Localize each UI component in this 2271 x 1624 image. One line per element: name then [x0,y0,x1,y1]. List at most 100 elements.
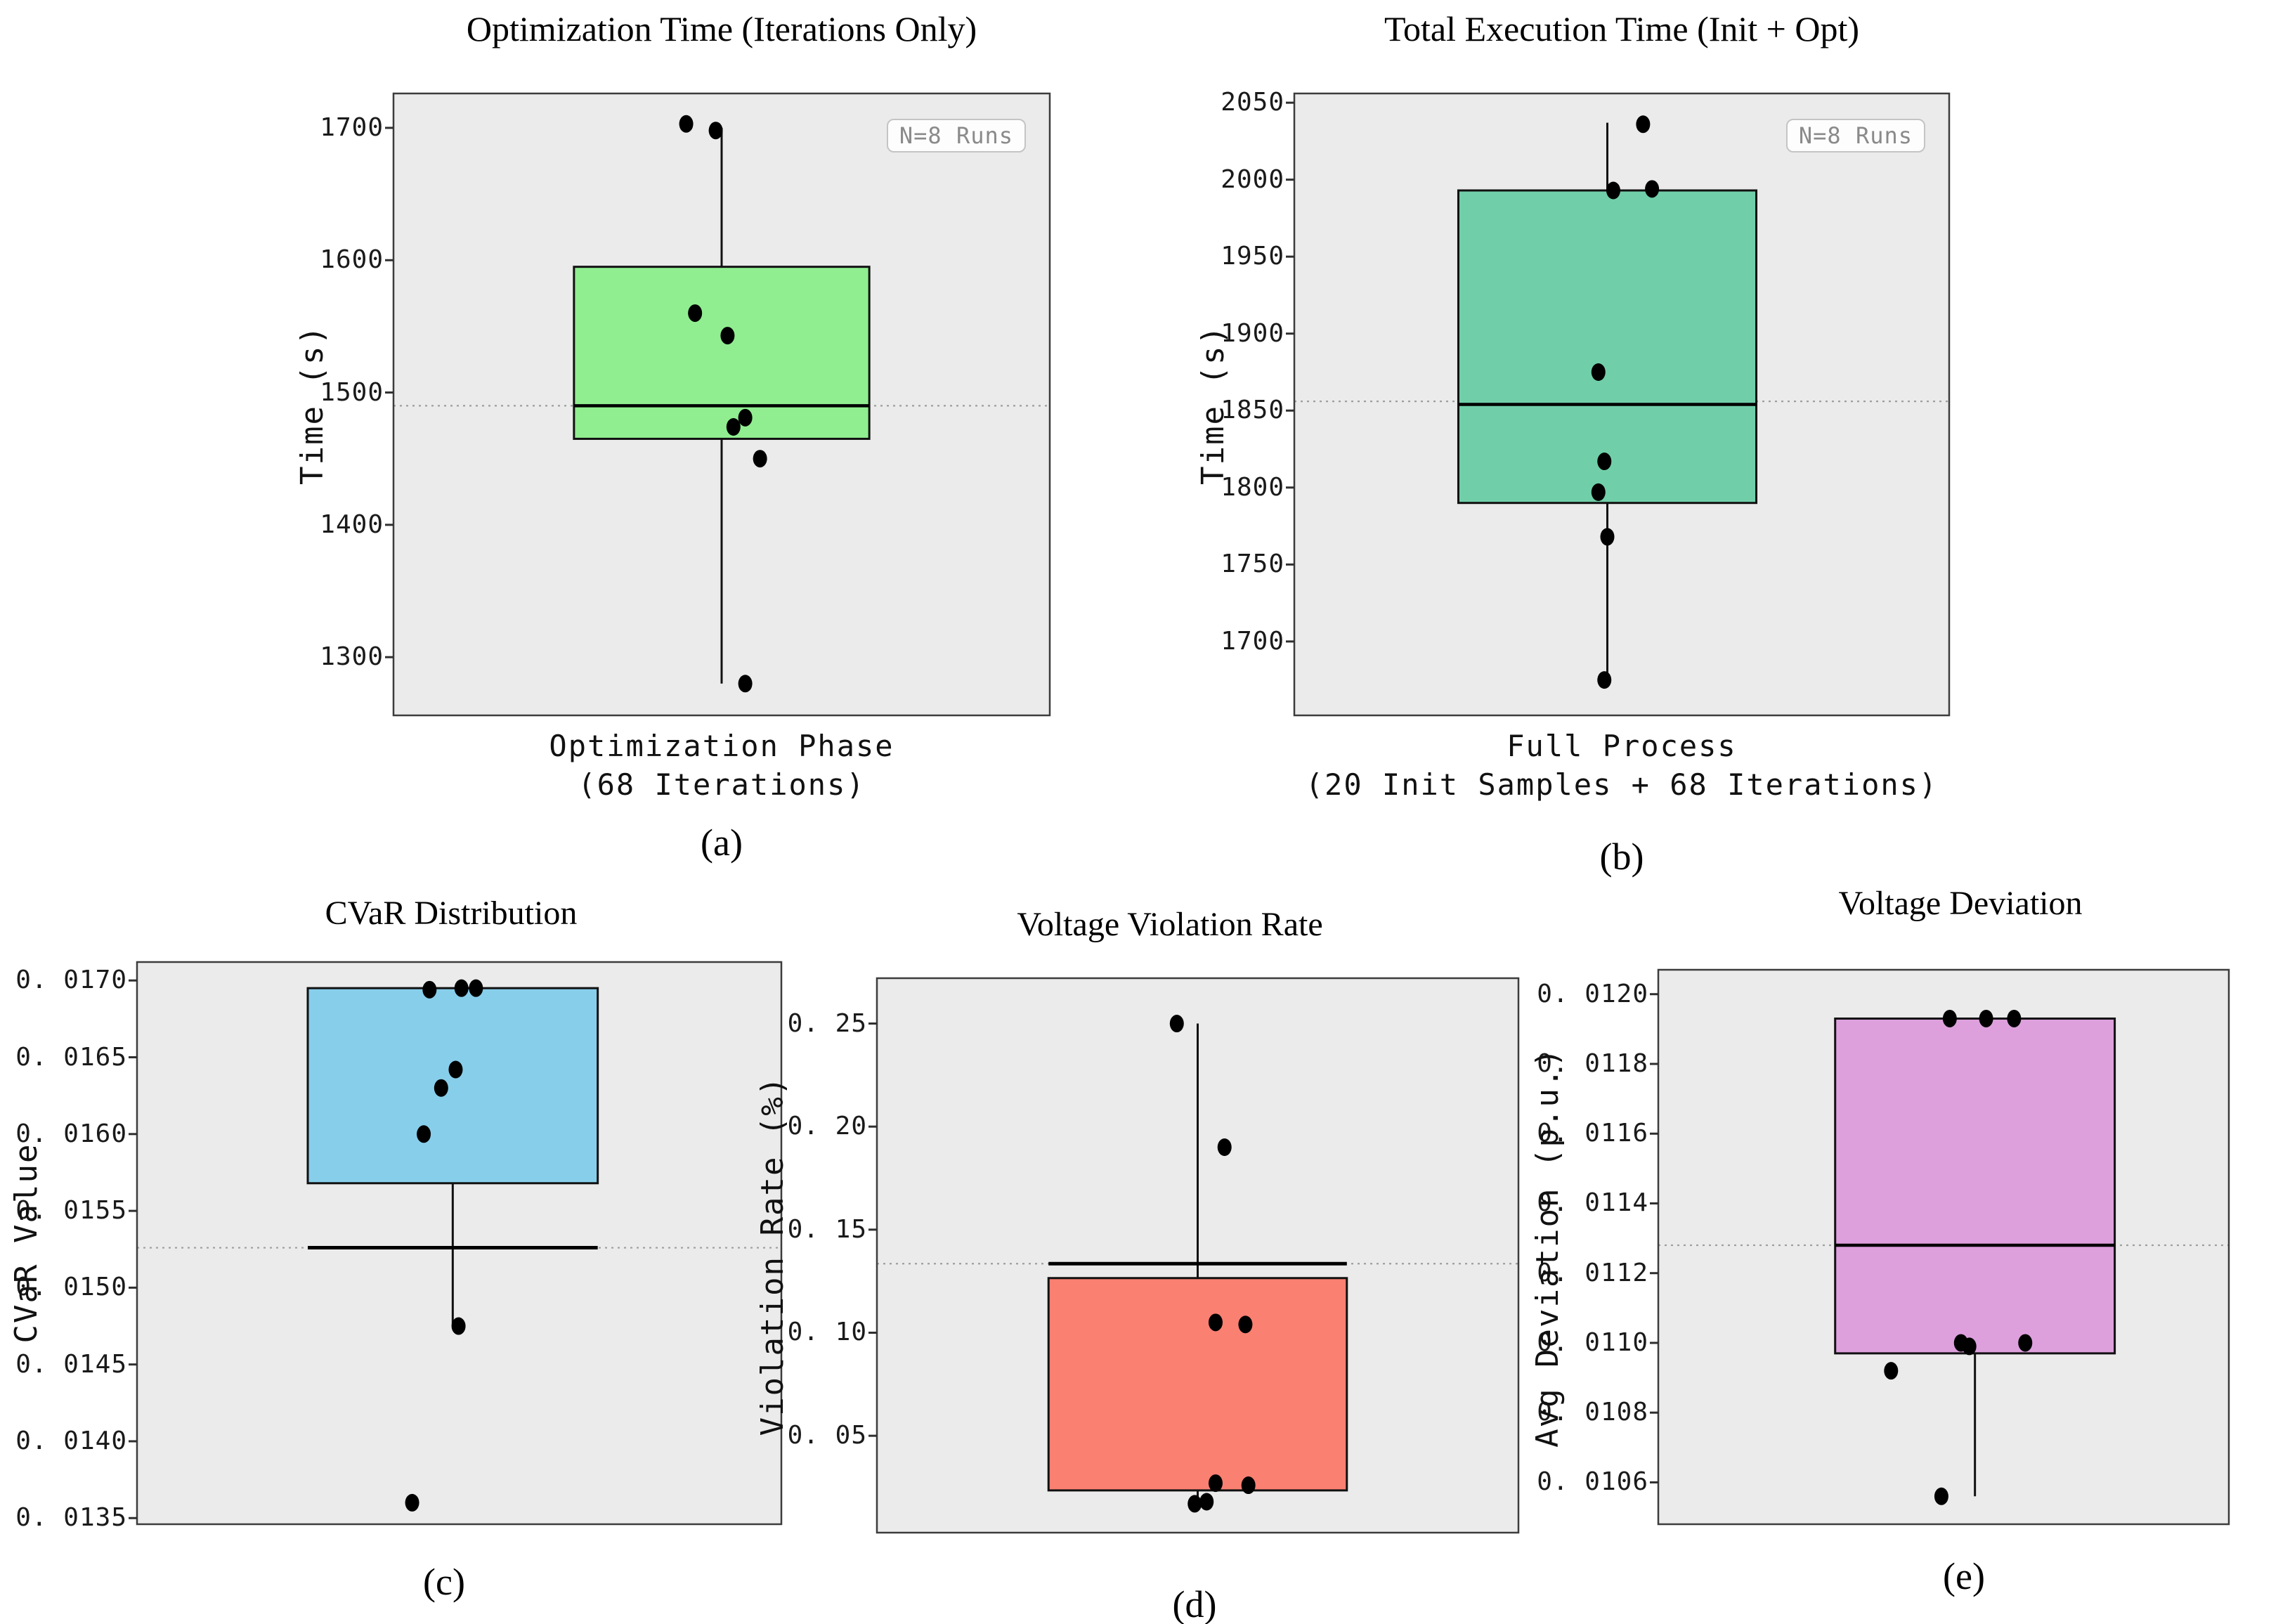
data-point [726,418,741,436]
data-point [469,979,483,997]
y-tick-label: 0. 15 [787,1214,867,1244]
data-point [1884,1362,1899,1380]
data-point [1636,115,1651,134]
data-point [1591,363,1606,381]
panel-b-axes [1286,92,1951,717]
y-tick-label: 0. 0118 [1537,1048,1648,1078]
panel-b-legend-badge: N=8 Runs [1785,119,1925,152]
y-tick-label: 1600 [320,245,384,275]
panel-c-y-axis-label: CVaR Value [8,1143,44,1344]
data-point [1208,1313,1223,1332]
y-tick-label: 1300 [320,642,384,672]
data-point [422,980,437,999]
panel-d-axes [868,977,1520,1534]
panel-c-title: CVaR Distribution [325,895,578,932]
data-point [448,1060,463,1079]
data-point [1962,1337,1977,1356]
panel-d-caption: (d) [1172,1583,1217,1624]
data-point [1597,453,1612,471]
y-tick-label: 1900 [1221,318,1284,348]
panel-b-y-axis-label: Time (s) [1195,324,1231,485]
data-point [451,1317,466,1335]
panel-a-title: Optimization Time (Iterations Only) [466,9,977,48]
data-point [1597,671,1612,689]
y-tick-label: 1950 [1221,242,1284,271]
panel-e-title: Voltage Deviation [1838,885,2083,922]
panel-a-caption: (a) [701,821,743,864]
box [573,266,871,440]
axes-frame [876,977,1520,1534]
y-tick-label: 1500 [320,377,384,407]
box [1457,189,1758,505]
y-tick-label: 0. 0106 [1537,1467,1648,1497]
y-tick-label: 0. 0150 [15,1273,127,1302]
axes-frame [1657,968,2230,1526]
data-point [1600,528,1615,546]
data-point [1217,1138,1232,1157]
y-tick-label: 0. 0110 [1537,1327,1648,1357]
y-tick-label: 0. 0108 [1537,1398,1648,1427]
data-point [417,1125,431,1143]
panel-e-caption: (e) [1943,1555,1985,1597]
data-point [434,1079,448,1097]
data-point [1606,181,1620,200]
axes-frame [136,961,783,1526]
data-point [679,115,694,133]
y-tick-label: 0. 0116 [1537,1119,1648,1148]
panel-b-title: Total Execution Time (Init + Opt) [1384,9,1860,48]
data-point [1169,1015,1184,1033]
y-tick-label: 1700 [1221,626,1284,656]
y-tick-label: 1800 [1221,472,1284,502]
data-point [688,304,703,323]
y-tick-label: 1850 [1221,396,1284,425]
y-tick-label: 1400 [320,509,384,539]
data-point [753,450,767,468]
y-tick-label: 0. 05 [787,1421,867,1450]
data-point [738,408,753,427]
data-point [1238,1316,1253,1334]
data-point [738,675,753,693]
data-point [708,122,723,140]
panel-b-caption: (b) [1599,836,1644,878]
data-point [2007,1009,2022,1027]
panel-b-x-axis-label: Full Process (20 Init Samples + 68 Itera… [1305,729,1939,803]
panel-d-y-axis-label: Violation Rate (%) [755,1075,790,1436]
panel-d-title: Voltage Violation Rate [1017,906,1323,943]
y-tick-label: 1700 [320,112,384,142]
panel-c-caption: (c) [423,1561,465,1603]
panel-e-axes [1650,968,2230,1526]
y-tick-label: 0. 0160 [15,1119,127,1148]
data-point [1979,1009,1993,1027]
y-tick-label: 0. 0140 [15,1426,127,1455]
y-tick-label: 0. 0170 [15,966,127,995]
box [306,987,599,1185]
y-tick-label: 0. 25 [787,1008,867,1038]
y-tick-label: 0. 0145 [15,1349,127,1379]
box [1047,1277,1348,1492]
y-tick-label: 0. 0135 [15,1503,127,1533]
panel-a-legend-badge: N=8 Runs [886,119,1026,152]
y-tick-label: 0. 0165 [15,1042,127,1072]
panel-c-axes [129,961,783,1526]
y-tick-label: 2000 [1221,164,1284,194]
data-point [720,327,735,345]
data-point [1591,483,1606,501]
data-point [1241,1476,1256,1495]
y-tick-label: 0. 10 [787,1318,867,1347]
data-point [454,979,469,997]
data-point [1942,1009,1957,1027]
data-point [405,1493,419,1512]
axes-frame [1293,92,1951,717]
data-point [1199,1493,1214,1511]
y-tick-label: 0. 0114 [1537,1188,1648,1218]
panel-a-axes [385,92,1051,717]
axes-frame [392,92,1051,717]
panel-a-y-axis-label: Time (s) [294,324,330,485]
data-point [1934,1487,1948,1505]
data-point [2018,1334,2033,1352]
data-point [1187,1495,1202,1513]
y-tick-label: 1750 [1221,550,1284,579]
data-point [1645,180,1660,198]
y-tick-label: 0. 20 [787,1112,867,1141]
